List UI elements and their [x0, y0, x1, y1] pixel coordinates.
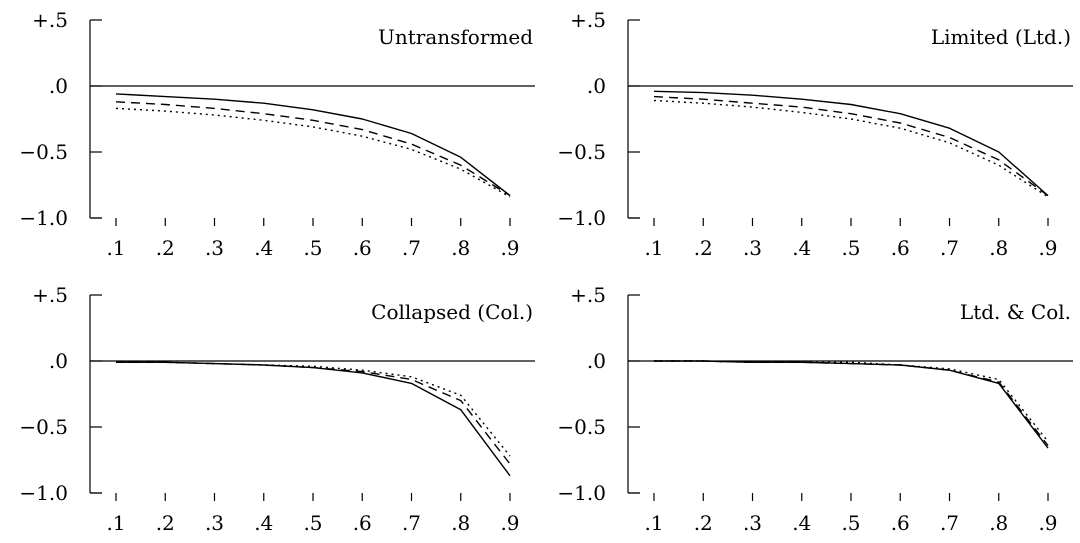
- chart-panel: +.5 .0 −0.5 −1.0 .1 .2 .3 .4 .5 .6 .7 .8 .9 Untransfo…: [19, 8, 535, 260]
- x-tick-label: .9: [500, 511, 519, 535]
- y-tick-label: .0: [49, 74, 68, 98]
- x-tick-label: .3: [743, 511, 762, 535]
- y-tick-label: .0: [587, 349, 606, 373]
- y-tick-label: −1.0: [19, 481, 68, 505]
- x-tick-label: .6: [891, 236, 910, 260]
- x-tick-label: .9: [500, 236, 519, 260]
- x-tick-label: .8: [989, 511, 1008, 535]
- series-line-solid: [116, 361, 511, 477]
- y-tick-label: −1.0: [19, 206, 68, 230]
- y-tick-label: −0.5: [19, 140, 68, 164]
- series-line-dashed: [654, 360, 1049, 446]
- x-tick-label: .2: [694, 236, 713, 260]
- x-tick-label: .8: [989, 236, 1008, 260]
- series-line-solid: [654, 360, 1049, 449]
- chart-panel: +.5 .0 −0.5 −1.0 .1 .2 .3 .4 .5 .6 .7 .8 .9 Collapsed…: [19, 283, 535, 535]
- x-tick-label: .1: [106, 511, 125, 535]
- x-tick-label: .3: [205, 511, 224, 535]
- y-tick-label: .0: [49, 349, 68, 373]
- y-tick-label: +.5: [570, 283, 606, 307]
- x-tick-label: .6: [891, 511, 910, 535]
- x-tick-label: .8: [451, 236, 470, 260]
- x-tick-label: .4: [254, 511, 273, 535]
- x-tick-label: .4: [254, 236, 273, 260]
- panel-title: Ltd. & Col.: [960, 300, 1071, 324]
- chart-panel: +.5 .0 −0.5 −1.0 .1 .2 .3 .4 .5 .6 .7 .8 .9 Limited (…: [557, 8, 1073, 260]
- x-tick-label: .1: [106, 236, 125, 260]
- x-tick-label: .3: [743, 236, 762, 260]
- y-tick-label: +.5: [32, 8, 68, 32]
- y-tick-label: −1.0: [557, 481, 606, 505]
- x-tick-label: .7: [402, 511, 421, 535]
- x-tick-label: .8: [451, 511, 470, 535]
- y-tick-label: −0.5: [557, 140, 606, 164]
- x-tick-label: .5: [303, 236, 322, 260]
- x-tick-label: .5: [303, 511, 322, 535]
- x-tick-label: .5: [841, 511, 860, 535]
- x-tick-label: .5: [841, 236, 860, 260]
- series-line-dashed: [115, 101, 511, 197]
- y-tick-label: .0: [587, 74, 606, 98]
- y-tick-label: −0.5: [19, 415, 68, 439]
- y-tick-label: −1.0: [557, 206, 606, 230]
- x-tick-label: .7: [402, 236, 421, 260]
- panel-title: Collapsed (Col.): [371, 300, 533, 324]
- y-tick-label: −0.5: [557, 415, 606, 439]
- series-line-solid: [115, 93, 511, 197]
- x-tick-label: .1: [644, 511, 663, 535]
- x-tick-label: .2: [156, 511, 175, 535]
- series-line-dashed: [116, 361, 511, 465]
- x-tick-label: .6: [353, 236, 372, 260]
- x-tick-label: .4: [792, 236, 811, 260]
- y-tick-label: +.5: [570, 8, 606, 32]
- x-tick-label: .1: [644, 236, 663, 260]
- series-line-dotted: [116, 361, 511, 457]
- series-line-dashed: [653, 95, 1049, 197]
- series-line-dotted: [654, 360, 1049, 442]
- x-tick-label: .7: [940, 511, 959, 535]
- series-line-dotted: [653, 99, 1049, 198]
- y-tick-label: +.5: [32, 283, 68, 307]
- x-tick-label: .2: [694, 511, 713, 535]
- series-line-solid: [653, 90, 1049, 197]
- chart-panel: +.5 .0 −0.5 −1.0 .1 .2 .3 .4 .5 .6 .7 .8 .9 Ltd. & Co…: [557, 283, 1073, 535]
- panel-title: Untransformed: [378, 25, 533, 49]
- x-tick-label: .4: [792, 511, 811, 535]
- x-tick-label: .9: [1038, 236, 1057, 260]
- x-tick-label: .3: [205, 236, 224, 260]
- x-tick-label: .2: [156, 236, 175, 260]
- x-tick-label: .7: [940, 236, 959, 260]
- panel-title: Limited (Ltd.): [931, 25, 1071, 49]
- x-tick-label: .9: [1038, 511, 1057, 535]
- x-tick-label: .6: [353, 511, 372, 535]
